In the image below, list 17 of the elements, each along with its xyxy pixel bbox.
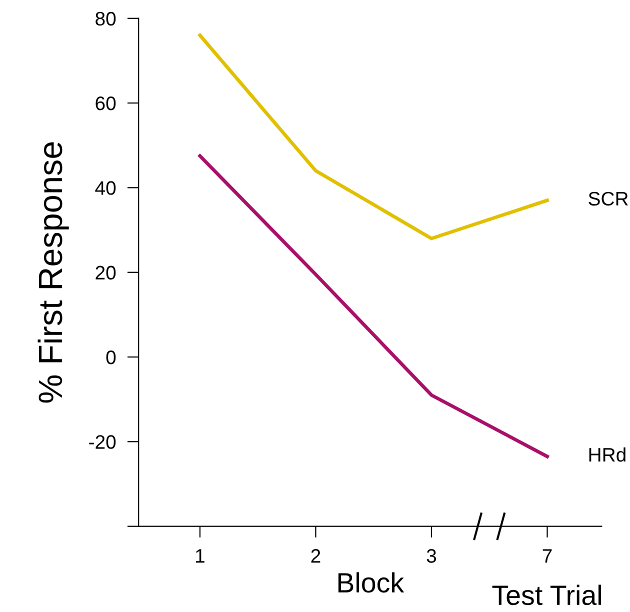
- text: HRd: [589, 447, 626, 462]
- line-series: [198, 34, 549, 240]
- y-tick-label: 40: [95, 181, 116, 195]
- line-series: [198, 154, 549, 458]
- text: SCR: [588, 192, 628, 206]
- x-tick-label: 7: [542, 549, 552, 563]
- x-tick-label: 3: [426, 549, 436, 563]
- text: Test Trial: [492, 584, 601, 606]
- y-axis-title: % First Response: [38, 142, 69, 403]
- y-tick-label: 20: [96, 266, 116, 280]
- y-tick-label: -20: [89, 435, 116, 449]
- x-axis-title: Block: [338, 572, 404, 593]
- x-tick-label: 2: [311, 549, 320, 563]
- y-tick-label: 0: [106, 350, 116, 364]
- y-tick-label: 60: [96, 96, 116, 110]
- x-tick-label: 1: [196, 549, 204, 563]
- y-tick-label: 80: [96, 12, 116, 26]
